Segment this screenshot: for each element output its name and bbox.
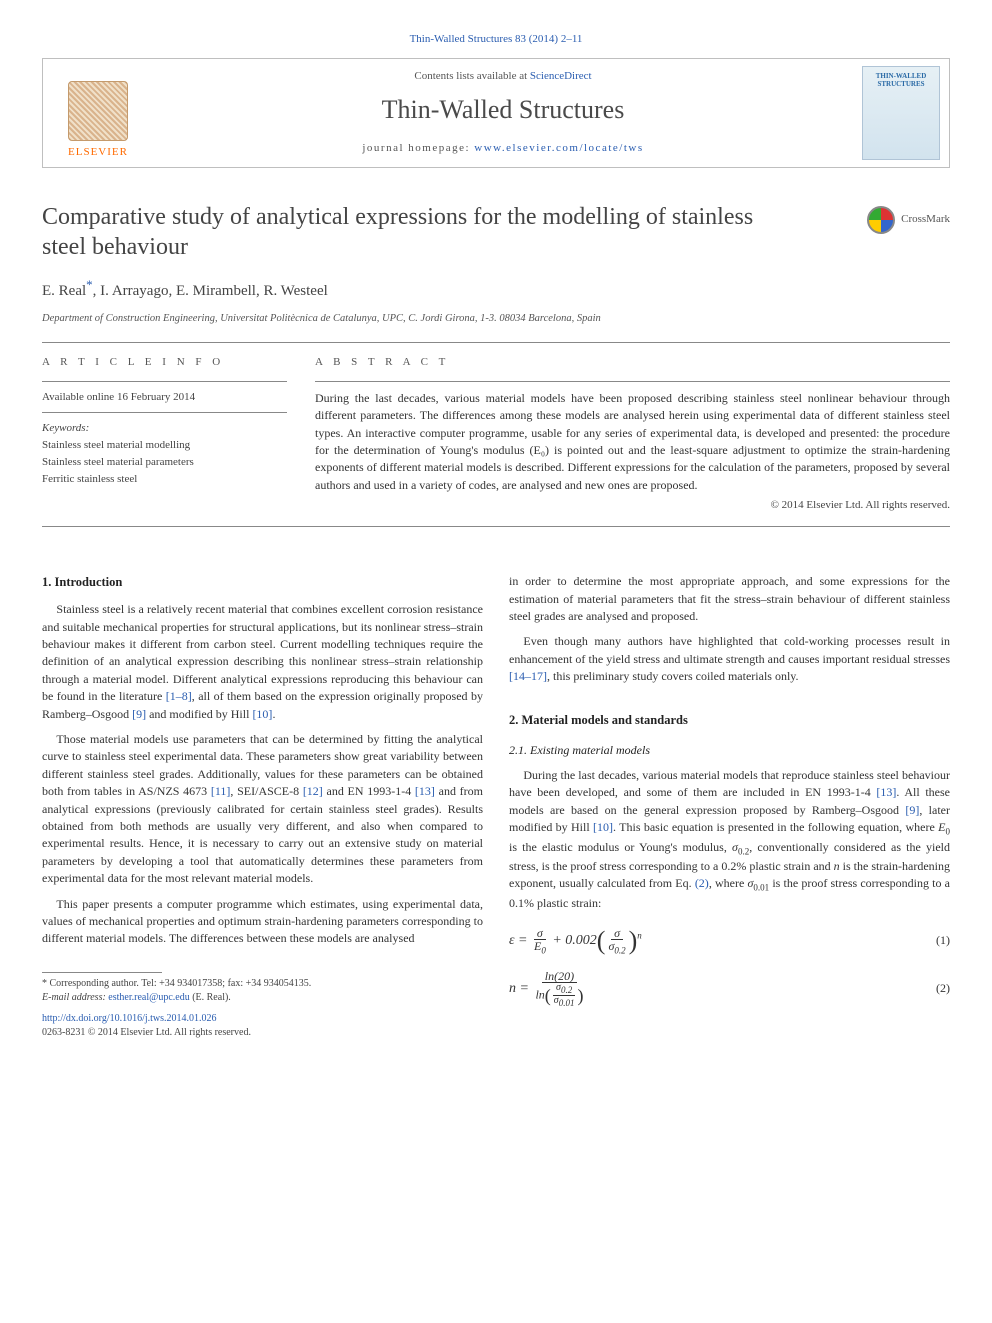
abstract-text: During the last decades, various materia…	[315, 390, 950, 494]
corresponding-footnote: * Corresponding author. Tel: +34 9340173…	[42, 977, 483, 992]
equation-number: (2)	[936, 980, 950, 997]
ref-link[interactable]: [14–17]	[509, 669, 547, 683]
ref-link[interactable]: [11]	[211, 784, 231, 798]
eq-ref-link[interactable]: (2)	[695, 876, 709, 890]
keywords-list: Stainless steel material modelling Stain…	[42, 438, 287, 488]
info-abstract-row: a r t i c l e i n f o Available online 1…	[42, 355, 950, 514]
column-left: 1. Introduction Stainless steel is a rel…	[42, 573, 483, 1041]
abstract-heading: a b s t r a c t	[315, 355, 950, 371]
journal-name: Thin-Walled Structures	[382, 91, 625, 129]
title-row: Comparative study of analytical expressi…	[42, 202, 950, 262]
ref-link[interactable]: [1–8]	[166, 689, 192, 703]
abstract-paragraph: During the last decades, various materia…	[315, 390, 950, 494]
equation-display: n = ln(20)ln(σ0.2σ0.01)	[509, 970, 586, 1008]
publisher-logo-area: ELSEVIER	[43, 59, 153, 167]
issn-copyright: 0263-8231 © 2014 Elsevier Ltd. All right…	[42, 1026, 483, 1041]
crossmark-badge[interactable]: CrossMark	[867, 206, 950, 234]
affiliation: Department of Construction Engineering, …	[42, 311, 950, 326]
section-heading-1: 1. Introduction	[42, 573, 483, 591]
ref-link[interactable]: [10]	[252, 707, 272, 721]
paragraph: This paper presents a computer programme…	[42, 896, 483, 948]
paragraph: in order to determine the most appropria…	[509, 573, 950, 625]
article-title: Comparative study of analytical expressi…	[42, 202, 802, 262]
divider	[42, 412, 287, 413]
header-center: Contents lists available at ScienceDirec…	[153, 59, 853, 167]
paragraph: During the last decades, various materia…	[509, 767, 950, 912]
divider	[42, 526, 950, 527]
crossmark-label: CrossMark	[901, 212, 950, 228]
ref-link[interactable]: [9]	[132, 707, 146, 721]
contents-prefix: Contents lists available at	[414, 70, 529, 82]
subsection-heading-2-1: 2.1. Existing material models	[509, 742, 950, 759]
equation-number: (1)	[936, 932, 950, 949]
keyword-item: Stainless steel material parameters	[42, 455, 287, 471]
paragraph: Even though many authors have highlighte…	[509, 633, 950, 685]
page: Thin-Walled Structures 83 (2014) 2–11 EL…	[0, 0, 992, 1071]
paragraph: Stainless steel is a relatively recent m…	[42, 601, 483, 723]
crossmark-icon	[867, 206, 895, 234]
equation-1: ε = σE0 + 0.002(σσ0.2)n (1)	[509, 922, 950, 960]
keyword-item: Ferritic stainless steel	[42, 472, 287, 488]
section-heading-2: 2. Material models and standards	[509, 711, 950, 729]
homepage-line: journal homepage: www.elsevier.com/locat…	[362, 141, 643, 157]
homepage-link[interactable]: www.elsevier.com/locate/tws	[474, 142, 643, 154]
equation-2: n = ln(20)ln(σ0.2σ0.01) (2)	[509, 970, 950, 1008]
email-label: E-mail address:	[42, 992, 108, 1003]
abstract-copyright: © 2014 Elsevier Ltd. All rights reserved…	[315, 498, 950, 514]
ref-link[interactable]: [12]	[303, 784, 323, 798]
divider	[42, 342, 950, 343]
elsevier-tree-icon	[68, 81, 128, 141]
abstract-block: a b s t r a c t During the last decades,…	[315, 355, 950, 514]
elsevier-text: ELSEVIER	[68, 145, 128, 161]
doi-link[interactable]: http://dx.doi.org/10.1016/j.tws.2014.01.…	[42, 1012, 483, 1027]
ref-link[interactable]: [13]	[876, 785, 896, 799]
homepage-prefix: journal homepage:	[362, 142, 474, 154]
journal-cover-area: THIN-WALLED STRUCTURES	[853, 59, 949, 167]
running-head: Thin-Walled Structures 83 (2014) 2–11	[42, 32, 950, 48]
article-info: a r t i c l e i n f o Available online 1…	[42, 355, 287, 514]
contents-line: Contents lists available at ScienceDirec…	[414, 69, 591, 85]
corresponding-star-icon: *	[86, 277, 93, 292]
ref-link[interactable]: [10]	[593, 820, 613, 834]
divider	[42, 381, 287, 382]
ref-link[interactable]: [13]	[415, 784, 435, 798]
cover-title: THIN-WALLED STRUCTURES	[863, 73, 939, 88]
authors: E. Real*, I. Arrayago, E. Mirambell, R. …	[42, 276, 950, 303]
email-footnote: E-mail address: esther.real@upc.edu (E. …	[42, 991, 483, 1006]
equation-display: ε = σE0 + 0.002(σσ0.2)n	[509, 922, 642, 960]
available-online: Available online 16 February 2014	[42, 390, 287, 406]
keyword-item: Stainless steel material modelling	[42, 438, 287, 454]
article-info-heading: a r t i c l e i n f o	[42, 355, 287, 371]
journal-header-box: ELSEVIER Contents lists available at Sci…	[42, 58, 950, 168]
paragraph: Those material models use parameters tha…	[42, 731, 483, 888]
ref-link[interactable]: [9]	[905, 803, 919, 817]
body-columns: 1. Introduction Stainless steel is a rel…	[42, 573, 950, 1041]
keywords-label: Keywords:	[42, 421, 287, 437]
sciencedirect-link[interactable]: ScienceDirect	[530, 70, 592, 82]
journal-cover-icon: THIN-WALLED STRUCTURES	[862, 66, 940, 160]
email-link[interactable]: esther.real@upc.edu	[108, 992, 189, 1003]
email-suffix: (E. Real).	[190, 992, 231, 1003]
elsevier-logo: ELSEVIER	[52, 69, 144, 161]
footnote-separator	[42, 972, 162, 973]
column-right: in order to determine the most appropria…	[509, 573, 950, 1041]
divider	[315, 381, 950, 382]
